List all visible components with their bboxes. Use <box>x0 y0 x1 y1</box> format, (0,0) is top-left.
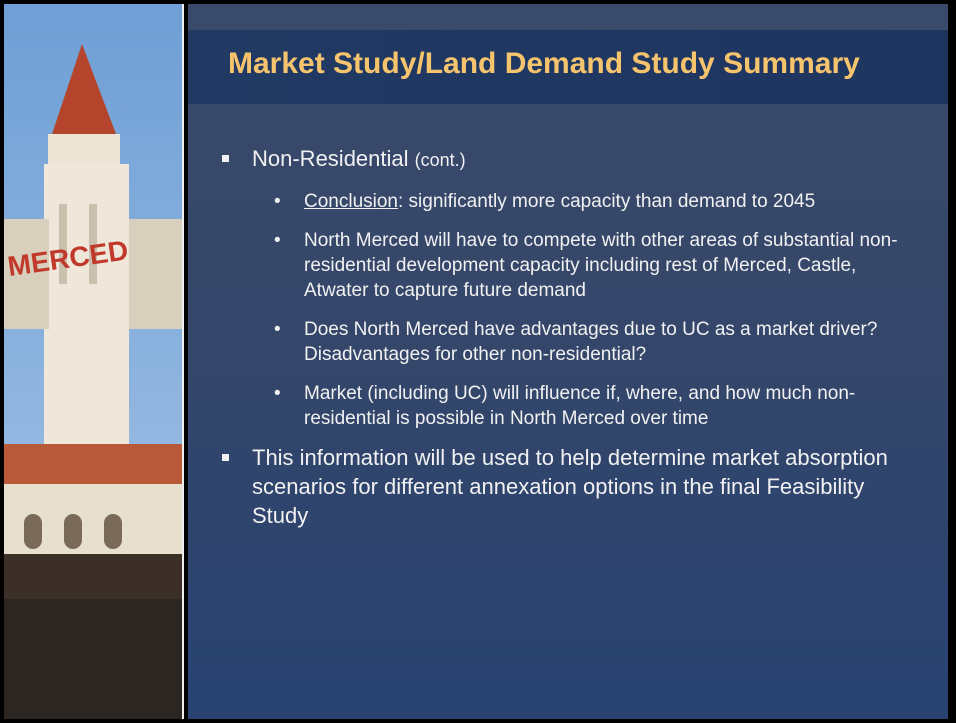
title-bar: Market Study/Land Demand Study Summary <box>188 30 948 104</box>
sub-list: Conclusion: significantly more capacity … <box>252 189 920 431</box>
sub-text: Market (including UC) will influence if,… <box>304 383 855 429</box>
sub-lead: Conclusion <box>304 191 398 212</box>
bullet-text: This information will be used to help de… <box>252 445 888 528</box>
sub-bullet: Market (including UC) will influence if,… <box>252 381 914 431</box>
sub-text: Does North Merced have advantages due to… <box>304 319 877 365</box>
theater-photo: MERCED <box>4 4 184 719</box>
content-panel: Market Study/Land Demand Study Summary N… <box>188 4 948 719</box>
bullet-list: Non-Residential (cont.) Conclusion: signi… <box>220 144 920 542</box>
sub-bullet: Conclusion: significantly more capacity … <box>252 189 914 214</box>
slide-title: Market Study/Land Demand Study Summary <box>228 47 860 81</box>
bullet-note: (cont.) <box>415 150 466 170</box>
slide: MERCED Market Study/Land Demand Study Su… <box>0 0 956 723</box>
sub-bullet: Does North Merced have advantages due to… <box>252 317 914 367</box>
sub-bullet: North Merced will have to compete with o… <box>252 228 914 303</box>
bullet-text: Non-Residential <box>252 146 409 171</box>
sub-text: : significantly more capacity than deman… <box>398 191 815 212</box>
bullet: Non-Residential (cont.) Conclusion: signi… <box>220 144 920 431</box>
bullet: This information will be used to help de… <box>220 443 920 530</box>
sub-text: North Merced will have to compete with o… <box>304 230 898 301</box>
